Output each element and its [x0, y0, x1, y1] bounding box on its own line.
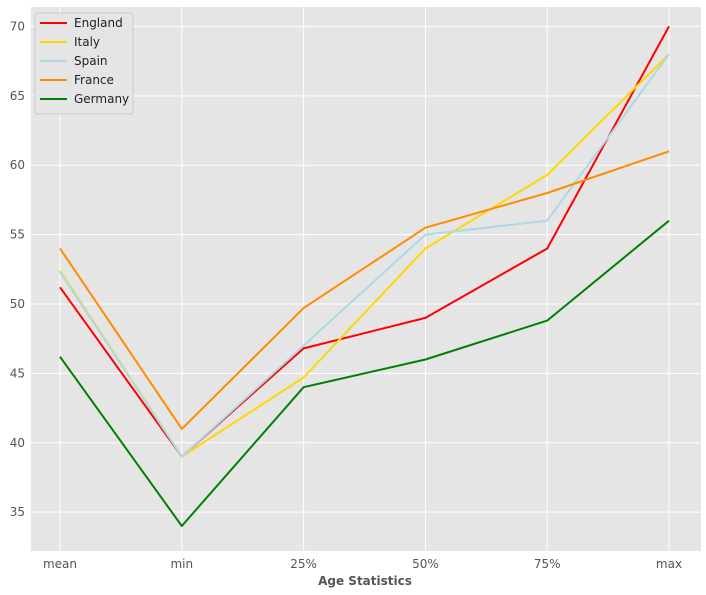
x-tick-label: 50%	[412, 557, 439, 571]
x-tick-label: 25%	[290, 557, 317, 571]
y-tick-label: 50	[10, 297, 25, 311]
y-tick-label: 40	[10, 436, 25, 450]
y-tick-label: 60	[10, 158, 25, 172]
y-tick-label: 70	[10, 19, 25, 33]
y-tick-label: 65	[10, 89, 25, 103]
legend: England Italy Spain France Germany	[34, 12, 134, 115]
x-tick-label: 75%	[534, 557, 561, 571]
y-tick-label: 45	[10, 366, 25, 380]
legend-label-italy: Italy	[74, 35, 100, 49]
x-tick-label: min	[170, 557, 193, 571]
legend-label-spain: Spain	[74, 54, 108, 68]
y-tick-labels: 35 40 45 50 55 60 65 70	[10, 19, 25, 519]
x-tick-label: max	[656, 557, 682, 571]
legend-label-france: France	[74, 73, 114, 87]
series-line-france	[59, 150, 670, 430]
y-tick-label: 55	[10, 228, 25, 242]
series-line-england	[59, 25, 670, 458]
series-line-germany	[59, 219, 670, 527]
plot-background	[31, 7, 701, 551]
legend-label-germany: Germany	[74, 92, 129, 106]
x-tick-labels: mean min 25% 50% 75% max	[43, 557, 682, 571]
x-tick-label: mean	[43, 557, 77, 571]
series-lines	[59, 25, 670, 527]
legend-label-england: England	[74, 16, 123, 30]
x-axis-title: Age Statistics	[318, 574, 412, 588]
legend-box	[34, 12, 134, 115]
series-line-spain	[59, 53, 670, 458]
y-tick-label: 35	[10, 505, 25, 519]
